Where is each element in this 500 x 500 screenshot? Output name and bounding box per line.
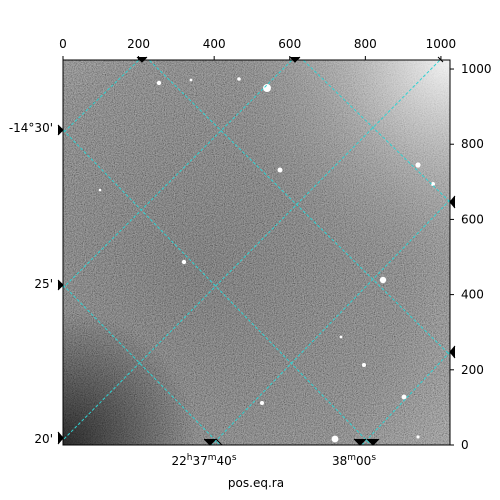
grid-line	[148, 60, 450, 356]
dec-tick-mark	[449, 195, 456, 209]
top-tick-label: 800	[354, 37, 377, 51]
star	[189, 78, 193, 82]
star	[379, 276, 387, 284]
dec-tick-mark	[57, 124, 64, 136]
dec-tick-label: 20'	[34, 432, 53, 446]
ra-tick-label: 22h37m40s	[171, 453, 236, 468]
star	[237, 77, 241, 81]
right-pixel-axis: 0 200 400 600 800 1000	[450, 62, 492, 452]
dec-tick-label: -14°30'	[9, 121, 53, 135]
plot-frame	[62, 59, 451, 446]
ra-m-unit: m	[208, 453, 217, 463]
ra-tick-label: 38m00s	[332, 453, 376, 468]
star	[415, 162, 421, 168]
dec-tick-mark	[449, 345, 456, 359]
grid-line	[63, 129, 372, 445]
dec-tick-mark	[57, 279, 64, 291]
grid-line	[63, 60, 293, 289]
coordinate-grid	[63, 60, 450, 445]
grid-line	[63, 284, 221, 445]
ra-seconds: 00	[356, 454, 371, 468]
ra-minutes: 38	[332, 454, 347, 468]
world-coordinate-ticks	[57, 56, 456, 446]
star	[263, 84, 271, 92]
right-tick-label: 1000	[461, 62, 492, 76]
top-world-tick	[289, 56, 301, 63]
grid-line	[211, 199, 450, 445]
stars	[98, 77, 435, 443]
star	[431, 182, 435, 186]
top-tick-label: 400	[203, 37, 226, 51]
ra-m-unit: m	[347, 453, 356, 463]
top-world-tick	[136, 56, 148, 63]
image-plot-area	[63, 60, 450, 445]
star	[401, 394, 407, 400]
right-tick-label: 200	[461, 363, 484, 377]
top-tick-label: 1000	[426, 37, 457, 51]
ra-tick-mark	[215, 438, 223, 446]
ra-s-unit: s	[371, 453, 376, 463]
ra-h-unit: h	[187, 453, 193, 463]
star	[277, 167, 283, 173]
top-tick-label: 0	[59, 37, 67, 51]
star	[339, 335, 343, 339]
grid-line	[63, 60, 140, 134]
dec-tick-mark	[57, 431, 64, 445]
image-dark-corner	[63, 60, 450, 445]
ra-seconds: 40	[217, 454, 232, 468]
top-tick-label: 600	[278, 37, 301, 51]
star	[156, 80, 162, 86]
ra-tick-mark	[203, 438, 217, 446]
star	[416, 435, 420, 439]
right-tick-label: 600	[461, 212, 484, 226]
right-tick-label: 0	[461, 438, 469, 452]
top-tick-label: 200	[127, 37, 150, 51]
x-axis-title: pos.eq.ra	[228, 476, 284, 490]
ra-hours: 22	[171, 454, 186, 468]
top-world-tick	[437, 56, 444, 63]
star	[260, 401, 264, 405]
ra-minutes: 37	[192, 454, 207, 468]
star	[181, 259, 187, 265]
star	[362, 363, 366, 367]
top-pixel-axis: 0 200 400 600 800 1000	[59, 37, 456, 60]
ra-tick-mark	[366, 438, 380, 446]
ra-s-unit: s	[232, 453, 237, 463]
grid-line	[361, 351, 450, 445]
star	[331, 435, 339, 443]
right-tick-label: 400	[461, 288, 484, 302]
star	[98, 188, 102, 192]
dec-tick-label: 25'	[34, 277, 53, 291]
ra-tick-mark	[353, 438, 367, 446]
right-tick-label: 800	[461, 137, 484, 151]
